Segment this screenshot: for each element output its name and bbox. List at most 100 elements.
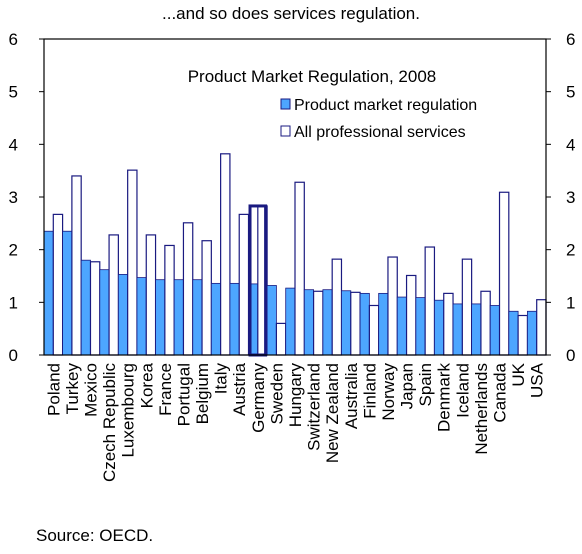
bar-pmr-22 <box>452 303 463 356</box>
legend-swatch-0 <box>280 98 291 110</box>
x-tick-label: Iceland <box>453 363 472 418</box>
bar-pmr-2 <box>80 259 91 356</box>
x-tick-label: Portugal <box>174 363 193 426</box>
bar-services-26 <box>536 299 547 356</box>
x-tick-label: Hungary <box>286 363 305 428</box>
bar-services-18 <box>387 256 398 356</box>
bar-pmr-17 <box>359 292 370 356</box>
bar-pmr-3 <box>99 269 110 356</box>
x-tick-label: Canada <box>491 362 510 422</box>
x-tick-label: Italy <box>212 363 231 395</box>
bar-pmr-25 <box>508 310 519 356</box>
x-tick-label: Germany <box>249 363 268 433</box>
x-tick-label: USA <box>528 362 547 398</box>
x-tick-label: Korea <box>137 362 156 408</box>
bar-services-0 <box>52 213 64 356</box>
bar-pmr-6 <box>155 279 166 356</box>
bar-pmr-0 <box>43 230 54 356</box>
legend-label-1: All professional services <box>294 124 466 141</box>
x-tick-label: Norway <box>379 363 398 421</box>
x-tick-label: Netherlands <box>472 363 491 455</box>
x-tick-label: Spain <box>416 363 435 406</box>
y-tick-label-right: 0 <box>566 346 575 365</box>
y-tick-label-right: 4 <box>566 135 575 154</box>
y-tick-label-left: 4 <box>9 135 18 154</box>
x-tick-label: Denmark <box>435 363 454 432</box>
bar-services-25 <box>517 314 529 356</box>
legend-label-0: Product market regulation <box>294 97 477 114</box>
bar-services-24 <box>498 191 510 356</box>
y-tick-label-right: 6 <box>566 30 575 49</box>
bar-services-22 <box>461 258 473 356</box>
bar-pmr-21 <box>434 299 445 356</box>
x-tick-label: Austria <box>230 362 249 415</box>
bar-services-16 <box>350 291 361 356</box>
x-tick-label: Turkey <box>63 363 82 415</box>
legend: Product Market Regulation, 2008 Product m… <box>188 67 477 141</box>
bar-pmr-24 <box>489 305 500 356</box>
x-tick-label: Sweden <box>267 363 286 424</box>
bar-services-4 <box>127 169 138 356</box>
bar-services-5 <box>145 234 157 356</box>
bar-services-20 <box>424 246 436 356</box>
bar-pmr-16 <box>341 290 352 356</box>
bar-pmr-5 <box>136 277 147 356</box>
bar-services-1 <box>71 175 82 356</box>
bar-pmr-23 <box>471 303 482 356</box>
bar-services-23 <box>480 290 491 356</box>
bar-pmr-26 <box>527 310 538 356</box>
y-tick-label-left: 0 <box>9 346 18 365</box>
bar-pmr-13 <box>285 287 296 356</box>
bar-pmr-20 <box>415 297 426 356</box>
axes: 0 0 1 1 2 2 3 3 4 4 5 5 6 6 Poland Turkey Mexico Czech Re… <box>9 30 576 482</box>
bar-pmr-15 <box>322 289 333 356</box>
bar-services-14 <box>312 290 324 356</box>
x-tick-label: Japan <box>398 363 417 409</box>
y-tick-label-right: 5 <box>566 83 575 102</box>
bar-pmr-8 <box>192 279 203 356</box>
y-tick-label-left: 6 <box>9 30 18 49</box>
bar-services-2 <box>89 261 101 356</box>
y-tick-label-left: 1 <box>9 293 18 312</box>
legend-swatch-1 <box>280 125 291 137</box>
bar-services-8 <box>201 240 212 356</box>
x-tick-label: Mexico <box>81 363 100 417</box>
y-tick-label-left: 2 <box>9 241 18 260</box>
plot-area <box>43 153 547 357</box>
bar-services-17 <box>368 304 380 356</box>
chart-subtitle: ...and so does services regulation. <box>162 4 420 23</box>
x-tick-label: Luxembourg <box>119 363 138 458</box>
bar-pmr-14 <box>303 289 314 356</box>
bar-pmr-7 <box>173 279 184 356</box>
x-tick-label: New Zealand <box>323 363 342 463</box>
bar-services-6 <box>164 244 175 356</box>
y-tick-label-left: 3 <box>9 188 18 207</box>
y-tick-label-right: 2 <box>566 241 575 260</box>
bar-services-7 <box>182 222 194 356</box>
source-note: Source: OECD. <box>36 526 154 545</box>
bar-pmr-19 <box>396 296 407 356</box>
x-tick-label: Switzerland <box>305 363 324 451</box>
x-tick-label: Czech Republic <box>100 363 119 483</box>
x-tick-label: UK <box>509 362 528 386</box>
x-tick-label: Australia <box>342 362 361 429</box>
bar-pmr-1 <box>62 230 73 356</box>
x-tick-label: Poland <box>44 363 63 416</box>
x-tick-label: Finland <box>360 363 379 419</box>
x-tick-label: France <box>156 363 175 416</box>
x-tick-label: Belgium <box>193 363 212 424</box>
y-tick-label-right: 3 <box>566 188 575 207</box>
bar-services-10 <box>238 213 250 356</box>
chart-title: Product Market Regulation, 2008 <box>188 67 437 86</box>
bar-services-12 <box>275 322 287 356</box>
bar-pmr-9 <box>210 282 222 356</box>
y-tick-label-left: 5 <box>9 83 18 102</box>
bar-services-19 <box>405 274 417 356</box>
bar-pmr-4 <box>117 274 129 356</box>
bar-pmr-18 <box>378 292 389 356</box>
bar-services-21 <box>443 292 454 356</box>
y-tick-label-right: 1 <box>566 293 575 312</box>
bar-services-3 <box>108 234 119 356</box>
bar-services-9 <box>220 153 231 356</box>
